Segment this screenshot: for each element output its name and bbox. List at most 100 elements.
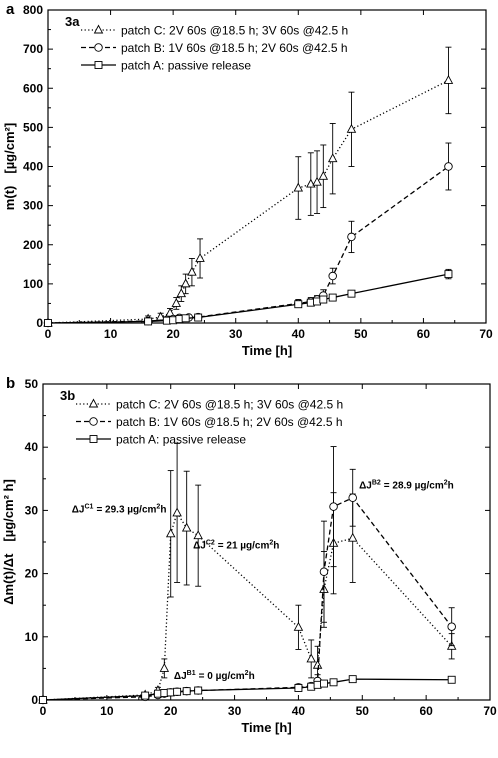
data-point [141,691,150,700]
y-tick-label: 700 [23,42,43,56]
data-point [194,313,203,322]
data-point [347,232,356,242]
annotation-tail: h [448,480,454,491]
data-point [329,678,338,687]
data-point [194,686,203,695]
y-tick-label: 20 [25,567,39,581]
data-point [173,687,182,696]
panel-letter: a [6,1,15,18]
x-tick-label: 10 [100,704,114,718]
data-point [346,123,357,133]
data-point [182,687,191,696]
annotation-sup2: 2 [269,539,273,546]
annotation-base: ΔJ [193,540,206,551]
y-tick-label: 100 [23,277,43,291]
panel-b: 0 10 20 30 40 50 60 70 0 10 20 30 40 50 Time [h] Δm(t)/… [1,375,497,735]
y-axis-label-unit: [µg/cm²] [2,123,17,174]
data-point [193,530,203,540]
data-point [172,507,182,517]
plot-frame [47,9,487,324]
x-tick-label: 70 [479,327,493,341]
annotation-sup: C2 [206,539,215,546]
legend-marker [94,43,103,52]
annotation-rest: = 21 µg/cm [218,540,270,551]
data-point [347,289,356,298]
data-point [181,522,192,532]
series-square [39,675,456,704]
panel-letter: b [6,375,15,392]
annotation-rest: = 0 µg/cm [199,671,245,682]
annotation: ΔJB2 = 28.9 µg/cm2h [359,479,454,491]
x-axis-label: Time [h] [241,720,291,735]
data-point [44,319,52,327]
data-point [171,297,182,307]
series-circle [43,142,453,328]
data-point [293,182,304,192]
data-point [312,176,322,186]
y-tick-label: 0 [31,693,38,707]
x-tick-label: 70 [483,704,497,718]
data-point [180,278,191,288]
y-tick-label: 200 [23,238,43,252]
data-point [318,170,329,180]
data-point [306,653,316,663]
legend-marker [88,398,99,408]
data-point [319,295,328,304]
legend-label: patch A: passive release [121,59,251,73]
series-square [44,268,453,327]
data-point [319,567,329,576]
data-point [39,696,47,704]
data-point [347,532,358,542]
data-point [444,270,453,279]
data-point [159,662,170,672]
data-point [443,74,454,84]
annotation: ΔJB1 = 0 µg/cm2h [174,670,255,682]
y-tick-label: 300 [23,199,43,213]
annotation: ΔJC2 = 21 µg/cm2h [193,539,279,551]
y-tick-label: 500 [23,120,43,134]
x-tick-label: 10 [104,327,118,341]
data-point [165,528,176,538]
x-tick-label: 60 [419,704,433,718]
y-tick-label: 0 [36,316,43,330]
x-tick-label: 30 [229,327,243,341]
annotation-sup2: 2 [444,479,448,486]
y-axis-label: Δm(t)/Δt [µg/cm² h] [1,479,16,605]
y-tick-label: 40 [25,440,39,454]
data-point [447,675,456,684]
annotation-sup: B2 [372,479,381,486]
data-point [320,679,328,688]
series-line [42,678,452,701]
x-tick-label: 40 [292,327,306,341]
x-tick-label: 20 [164,704,178,718]
annotation-base: ΔJ [174,671,187,682]
data-point [328,293,337,302]
annotation-sup: C1 [84,503,93,510]
data-point [144,317,153,326]
legend-label: patch A: passive release [116,433,246,447]
x-tick-label: 50 [356,704,370,718]
x-tick-label: 60 [417,327,431,341]
series-triangle [43,46,454,327]
series-line [47,273,449,324]
series-line [42,511,453,701]
annotation-tail: h [160,504,166,515]
panel-a: 0 10 20 30 40 50 60 700100200300400500600700800… [2,1,493,358]
annotation-base: ΔJ [72,504,85,515]
y-axis-label-unit: [µg/cm² h] [1,479,16,541]
data-point [294,684,303,692]
data-point [447,622,456,631]
x-tick-label: 40 [292,704,306,718]
legend-label: patch C: 2V 60s @18.5 h; 3V 60s @42.5 h [116,398,343,412]
data-point [329,502,338,511]
x-tick-label: 30 [228,704,242,718]
data-point [327,153,338,163]
panel-title: 3b [60,388,75,403]
y-tick-label: 30 [25,503,39,517]
annotation-rest: = 28.9 µg/cm [384,480,444,491]
data-point [187,266,197,276]
legend-marker [89,417,98,426]
y-tick-label: 600 [23,81,43,95]
data-point [348,493,357,503]
data-point [176,288,187,298]
